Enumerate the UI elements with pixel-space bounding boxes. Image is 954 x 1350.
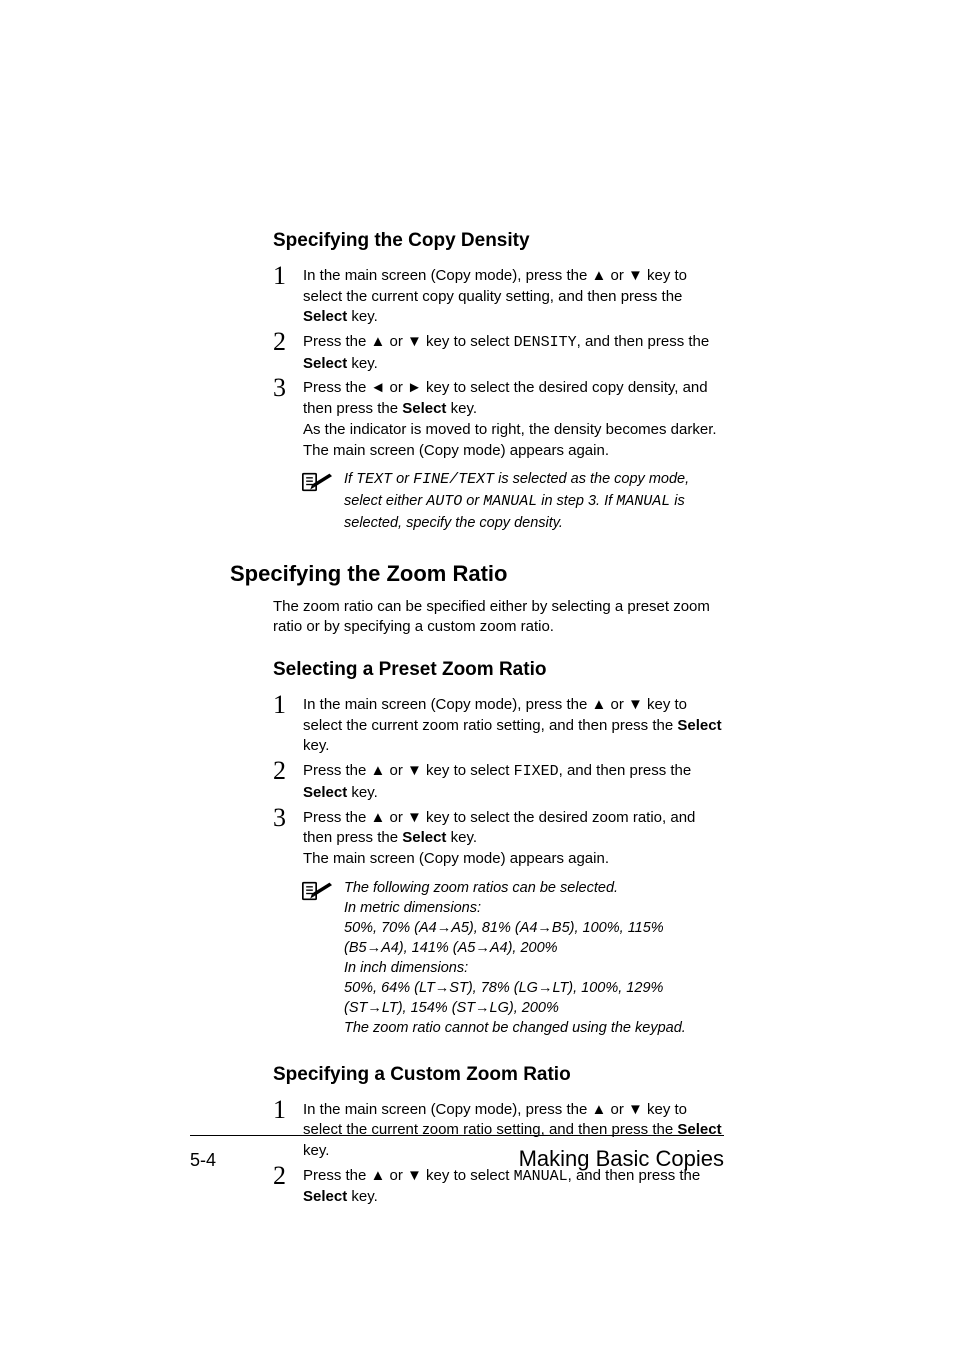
step-text: The main screen (Copy mode) appears agai… bbox=[303, 850, 609, 867]
select-key: Select bbox=[303, 1188, 347, 1205]
footer-title: Making Basic Copies bbox=[519, 1146, 724, 1172]
heading-copy-density: Specifying the Copy Density bbox=[273, 230, 724, 252]
zoom-intro-text: The zoom ratio can be specified either b… bbox=[273, 597, 724, 638]
step-item: In the main screen (Copy mode), press th… bbox=[273, 266, 724, 328]
select-key: Select bbox=[677, 717, 721, 734]
mono-text: MANUAL bbox=[616, 493, 670, 510]
step-item: Press the ▲ or ▼ key to select DENSITY, … bbox=[273, 332, 724, 374]
mono-text: AUTO bbox=[426, 493, 462, 510]
mono-text: FIXED bbox=[514, 763, 559, 780]
note-line: In inch dimensions: bbox=[344, 960, 468, 976]
manual-page: Specifying the Copy Density In the main … bbox=[0, 0, 954, 1350]
note-icon bbox=[300, 472, 334, 492]
step-text: key. bbox=[347, 784, 378, 801]
step-text: The main screen (Copy mode) appears agai… bbox=[303, 442, 609, 459]
select-key: Select bbox=[402, 400, 446, 417]
select-key: Select bbox=[303, 308, 347, 325]
step-text: In the main screen (Copy mode), press th… bbox=[303, 1101, 687, 1139]
step-text: Press the ▲ or ▼ key to select bbox=[303, 333, 514, 350]
note-block: If TEXT or FINE/TEXT is selected as the … bbox=[300, 469, 724, 532]
mono-text: DENSITY bbox=[514, 334, 577, 351]
step-text: Press the ▲ or ▼ key to select bbox=[303, 762, 514, 779]
step-text: , and then press the bbox=[559, 762, 692, 779]
note-text: The following zoom ratios can be selecte… bbox=[344, 878, 724, 1038]
footer-rule bbox=[190, 1135, 724, 1136]
step-item: In the main screen (Copy mode), press th… bbox=[273, 695, 724, 757]
mono-text: FINE/TEXT bbox=[413, 471, 494, 488]
heading-zoom-ratio: Specifying the Zoom Ratio bbox=[230, 561, 724, 587]
note-frag: or bbox=[392, 471, 413, 487]
step-text: key. bbox=[303, 737, 329, 754]
note-text: If TEXT or FINE/TEXT is selected as the … bbox=[344, 469, 724, 532]
mono-text: TEXT bbox=[356, 471, 392, 488]
step-item: Press the ▲ or ▼ key to select FIXED, an… bbox=[273, 761, 724, 803]
step-text: key. bbox=[347, 1188, 378, 1205]
step-text: key. bbox=[347, 355, 378, 372]
step-text: Press the ◄ or ► key to select the desir… bbox=[303, 379, 708, 417]
page-number: 5-4 bbox=[190, 1150, 216, 1171]
step-item: Press the ◄ or ► key to select the desir… bbox=[273, 378, 724, 461]
note-line: 50%, 64% (LT→ST), 78% (LG→LT), 100%, 129… bbox=[344, 980, 663, 1016]
note-icon bbox=[300, 881, 334, 901]
step-text: In the main screen (Copy mode), press th… bbox=[303, 267, 687, 305]
step-text: key. bbox=[446, 400, 477, 417]
heading-custom-zoom: Specifying a Custom Zoom Ratio bbox=[273, 1064, 724, 1086]
note-line: 50%, 70% (A4→A5), 81% (A4→B5), 100%, 115… bbox=[344, 920, 664, 956]
step-item: Press the ▲ or ▼ key to select the desir… bbox=[273, 808, 724, 870]
step-text: Press the ▲ or ▼ key to select the desir… bbox=[303, 809, 695, 847]
step-text: As the indicator is moved to right, the … bbox=[303, 421, 717, 438]
note-frag: If bbox=[344, 471, 356, 487]
note-block: The following zoom ratios can be selecte… bbox=[300, 878, 724, 1038]
select-key: Select bbox=[402, 829, 446, 846]
note-line: In metric dimensions: bbox=[344, 900, 481, 916]
select-key: Select bbox=[303, 784, 347, 801]
step-text: key. bbox=[446, 829, 477, 846]
heading-preset-zoom: Selecting a Preset Zoom Ratio bbox=[273, 659, 724, 681]
note-line: The following zoom ratios can be selecte… bbox=[344, 880, 618, 896]
step-text: In the main screen (Copy mode), press th… bbox=[303, 696, 687, 734]
step-text: key. bbox=[347, 308, 378, 325]
note-frag: in step 3. If bbox=[537, 493, 616, 509]
footer-row: 5-4 Making Basic Copies bbox=[190, 1146, 724, 1172]
note-line: The zoom ratio cannot be changed using t… bbox=[344, 1020, 686, 1036]
step-text: , and then press the bbox=[577, 333, 710, 350]
mono-text: MANUAL bbox=[483, 493, 537, 510]
page-footer: 5-4 Making Basic Copies bbox=[190, 1135, 724, 1172]
steps-copy-density: In the main screen (Copy mode), press th… bbox=[273, 266, 724, 461]
note-frag: or bbox=[462, 493, 483, 509]
steps-preset-zoom: In the main screen (Copy mode), press th… bbox=[273, 695, 724, 870]
select-key: Select bbox=[303, 355, 347, 372]
